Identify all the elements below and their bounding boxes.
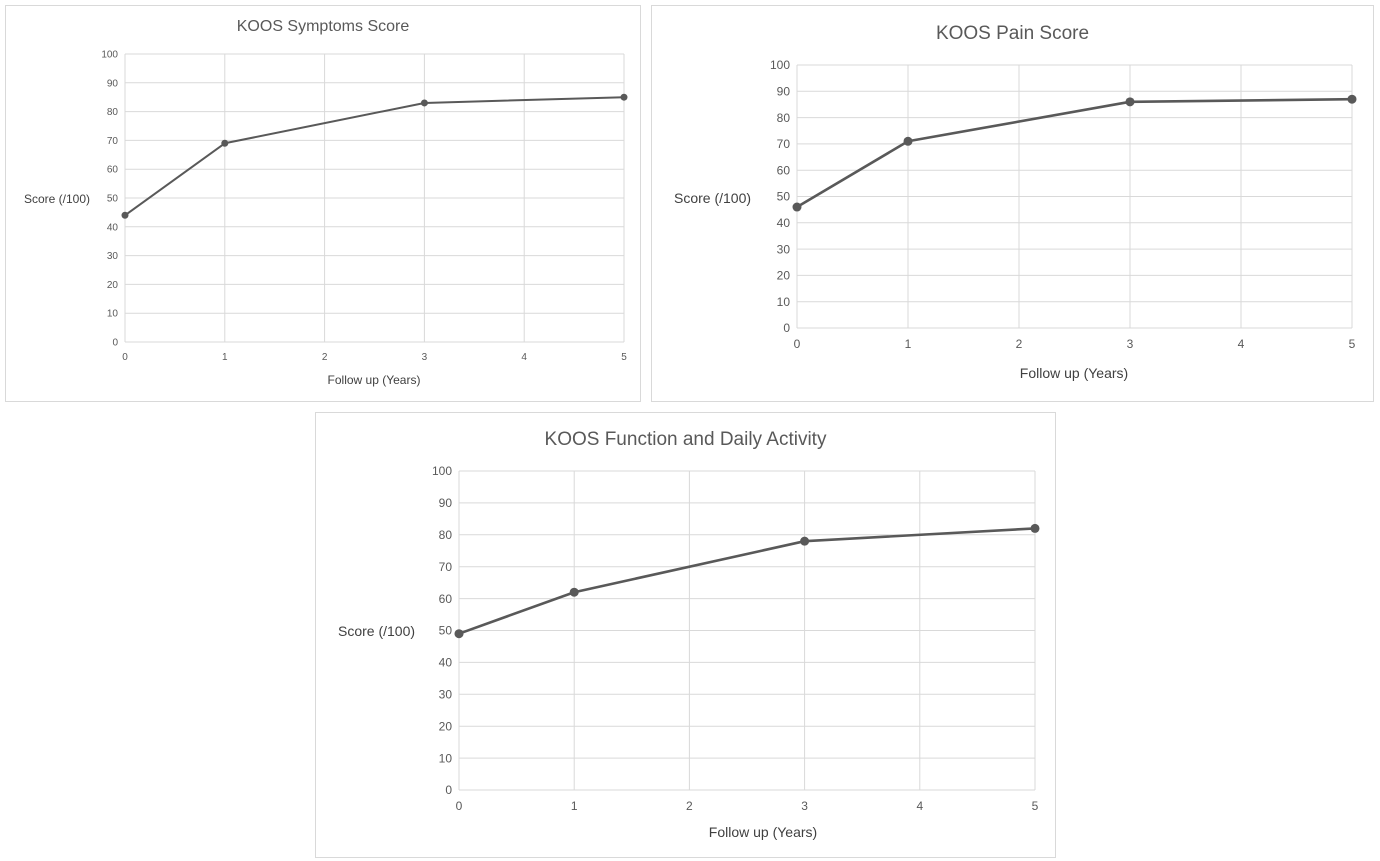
y-tick-label: 30 (107, 251, 119, 262)
y-tick-label: 80 (439, 528, 453, 542)
x-tick-label: 2 (1016, 337, 1023, 351)
x-tick-label: 3 (801, 799, 808, 813)
function-chart-panel: KOOS Function and Daily Activity Score (… (315, 412, 1056, 858)
symptoms-chart-panel: KOOS Symptoms Score Score (/100) Follow … (5, 5, 641, 402)
data-point (620, 93, 628, 101)
x-tick-label: 1 (222, 352, 228, 363)
y-tick-label: 10 (439, 751, 453, 765)
y-tick-label: 10 (107, 309, 119, 320)
x-axis-title: Follow up (Years) (708, 824, 818, 840)
x-tick-label: 3 (422, 352, 428, 363)
x-tick-label: 2 (322, 352, 328, 363)
x-tick-label: 4 (916, 799, 923, 813)
y-tick-label: 40 (777, 216, 791, 230)
data-point (569, 587, 579, 597)
y-tick-label: 100 (432, 464, 452, 478)
y-tick-label: 70 (107, 136, 119, 147)
x-tick-label: 4 (1238, 337, 1245, 351)
y-tick-label: 80 (777, 111, 791, 125)
y-tick-label: 0 (112, 338, 118, 349)
data-point (1347, 94, 1357, 104)
x-tick-label: 1 (571, 799, 578, 813)
y-tick-label: 90 (439, 496, 453, 510)
y-tick-label: 0 (445, 783, 452, 797)
y-tick-label: 60 (107, 165, 119, 176)
data-point (800, 536, 810, 546)
x-tick-label: 3 (1127, 337, 1134, 351)
y-tick-label: 0 (783, 321, 790, 335)
x-tick-label: 5 (1349, 337, 1356, 351)
x-axis-title: Follow up (Years) (327, 373, 421, 387)
series-line (458, 527, 1036, 635)
x-tick-label: 1 (905, 337, 912, 351)
pain-chart-panel: KOOS Pain Score Score (/100) Follow up (… (651, 5, 1374, 402)
y-tick-label: 20 (439, 719, 453, 733)
chart-title: KOOS Symptoms Score (236, 18, 410, 35)
y-tick-label: 70 (439, 560, 453, 574)
chart-title: KOOS Pain Score (935, 23, 1090, 44)
y-tick-label: 20 (107, 280, 119, 291)
symptoms-plot: 0 10 20 30 40 50 60 70 80 90 100 0 1 2 3 4 5 (101, 50, 628, 363)
y-tick-label: 50 (777, 190, 791, 204)
y-tick-label: 40 (107, 222, 119, 233)
y-tick-label: 100 (101, 50, 118, 61)
y-tick-label: 60 (777, 163, 791, 177)
y-tick-label: 30 (777, 242, 791, 256)
y-axis-title: Score (/100) (24, 192, 91, 206)
y-tick-label: 80 (107, 107, 119, 118)
x-tick-label: 2 (686, 799, 693, 813)
series-line (796, 97, 1353, 209)
data-point (903, 136, 913, 146)
data-point (1030, 523, 1040, 533)
y-axis-title: Score (/100) (338, 623, 416, 639)
series-line (124, 96, 625, 217)
x-tick-label: 4 (521, 352, 527, 363)
x-tick-label: 0 (456, 799, 463, 813)
y-tick-label: 60 (439, 592, 453, 606)
y-tick-label: 50 (439, 624, 453, 638)
data-point (454, 629, 464, 639)
y-tick-label: 70 (777, 137, 791, 151)
y-tick-label: 40 (439, 656, 453, 670)
chart-title: KOOS Function and Daily Activity (544, 429, 827, 450)
x-tick-label: 5 (1032, 799, 1039, 813)
pain-plot: 0 10 20 30 40 50 60 70 80 90 100 0 1 2 3 4 5 (770, 58, 1357, 351)
x-tick-label: 0 (122, 352, 128, 363)
y-tick-label: 90 (107, 78, 119, 89)
y-tick-label: 90 (777, 85, 791, 99)
data-point (121, 211, 129, 219)
y-tick-label: 100 (770, 58, 790, 72)
data-point (792, 202, 802, 212)
y-tick-label: 50 (107, 194, 119, 205)
y-tick-label: 10 (777, 295, 791, 309)
data-point (420, 99, 428, 107)
y-tick-label: 20 (777, 269, 791, 283)
x-tick-label: 5 (621, 352, 627, 363)
y-tick-label: 30 (439, 688, 453, 702)
data-point (1125, 97, 1135, 107)
x-tick-label: 0 (794, 337, 801, 351)
data-point (221, 139, 229, 147)
y-axis-title: Score (/100) (674, 190, 752, 206)
function-plot: 0 10 20 30 40 50 60 70 80 90 100 0 1 2 3 4 5 (432, 464, 1040, 813)
x-axis-title: Follow up (Years) (1019, 365, 1129, 381)
